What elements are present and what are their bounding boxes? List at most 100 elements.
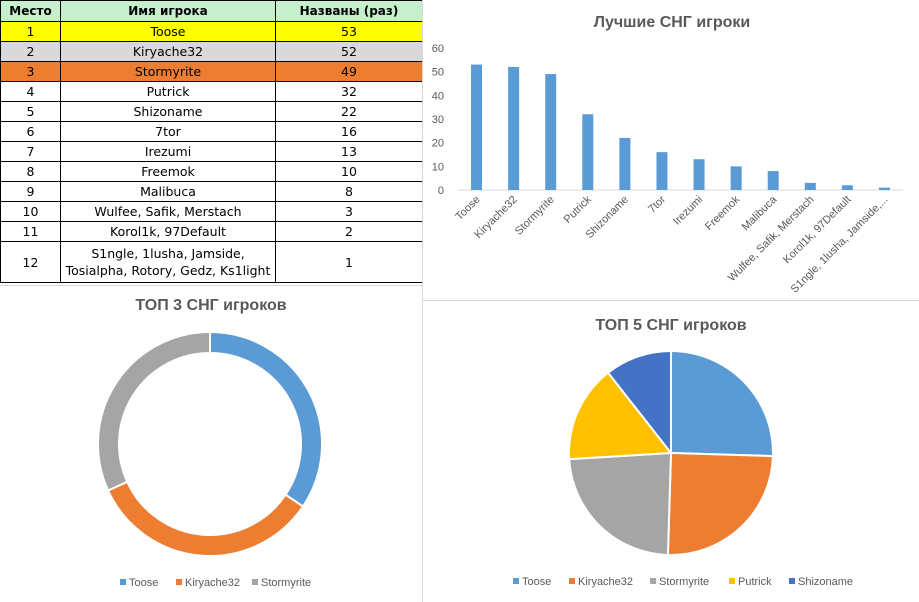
bar[interactable] [656,152,668,190]
bar[interactable] [767,171,779,190]
table-row: 4 Putrick 32 [0,81,423,102]
donut-series [97,330,323,557]
bar-chart-title: Лучшие СНГ игроки [594,14,750,31]
table-row: 5 Shizoname 22 [0,101,423,122]
bar-series [471,64,890,190]
ranking-table: Место Имя игрока Названы (раз) 1 Toose 53 2… [0,0,423,283]
pie-chart: ТОП 5 СНГ игроков Toose Kiryache32 Stormyr… [513,317,853,588]
bar-y-tick-label: 10 [432,161,444,173]
bar[interactable] [804,182,816,190]
bar[interactable] [471,64,483,190]
cell-name[interactable]: Putrick [60,81,276,102]
header-count[interactable]: Названы (раз) [275,0,423,22]
cell-count[interactable]: 8 [275,181,423,202]
table-header-row: Место Имя игрока Названы (раз) [0,0,423,22]
bar-y-axis: 0 10 20 30 40 50 60 [432,43,903,197]
cell-place[interactable]: 1 [0,21,61,42]
cell-count[interactable]: 13 [275,141,423,162]
cell-count[interactable]: 32 [275,81,423,102]
cell-place[interactable]: 6 [0,121,61,142]
cell-count[interactable]: 10 [275,161,423,182]
bar[interactable] [730,166,742,190]
pie-chart-title: ТОП 5 СНГ игроков [595,317,746,334]
header-place[interactable]: Место [0,0,61,22]
bar[interactable] [878,187,890,190]
pie-slice[interactable] [666,451,774,556]
bar-y-tick-label: 40 [432,90,444,102]
table-row: 6 7tor 16 [0,121,423,142]
donut-chart-title: ТОП 3 СНГ игроков [135,297,286,314]
cell-name[interactable]: 7tor [60,121,276,142]
legend-swatch [252,579,258,585]
cell-place[interactable]: 12 [0,241,61,283]
pie-legend: Toose Kiryache32 Stormyrite Putrick Shizonam… [513,576,853,588]
donut-legend: Toose Kiryache32 Stormyrite [120,577,311,589]
cell-name[interactable]: Shizoname [60,101,276,122]
cell-name[interactable]: Toose [60,21,276,42]
header-player-name[interactable]: Имя игрока [60,0,276,22]
cell-count[interactable]: 1 [275,241,423,283]
bar[interactable] [693,159,705,190]
cell-place[interactable]: 9 [0,181,61,202]
cell-place[interactable]: 2 [0,41,61,62]
table-row: 9 Malibuca 8 [0,181,423,202]
cell-place[interactable]: 11 [0,221,61,242]
bar-chart-panel[interactable]: Лучшие СНГ игроки 0 10 20 30 40 50 60 Toose Kir… [422,0,919,301]
donut-chart-panel[interactable]: ТОП 3 СНГ игроков Toose Kiryache32 Stormyr… [0,285,423,602]
legend-swatch [650,578,656,584]
legend-label: Kiryache32 [185,577,240,589]
cell-count[interactable]: 49 [275,61,423,82]
legend-swatch [789,578,795,584]
cell-count[interactable]: 16 [275,121,423,142]
cell-count[interactable]: 53 [275,21,423,42]
cell-place[interactable]: 5 [0,101,61,122]
bar-y-tick-label: 50 [432,67,444,79]
donut-slice[interactable] [209,330,323,508]
cell-place[interactable]: 7 [0,141,61,162]
legend-swatch [729,578,735,584]
bar-chart: Лучшие СНГ игроки 0 10 20 30 40 50 60 TooseKir… [432,14,903,296]
legend-swatch [513,578,519,584]
pie-slice[interactable] [568,371,673,461]
cell-count[interactable]: 52 [275,41,423,62]
pie-slice[interactable] [670,349,774,458]
cell-name[interactable]: Stormyrite [60,61,276,82]
cell-count[interactable]: 22 [275,101,423,122]
cell-name[interactable]: Wulfee, Safik, Merstach [60,201,276,222]
bar[interactable] [582,114,594,190]
cell-name[interactable]: Freemok [60,161,276,182]
cell-place[interactable]: 10 [0,201,61,222]
cell-place[interactable]: 8 [0,161,61,182]
cell-place[interactable]: 4 [0,81,61,102]
donut-slice[interactable] [97,330,211,492]
cell-name[interactable]: S1ngle, 1lusha, Jamside, Tosialpha, Roto… [60,241,276,283]
bar-x-tick-label: Irezumi [671,194,705,228]
table-row: 12 S1ngle, 1lusha, Jamside, Tosialpha, Ro… [0,241,423,283]
legend-label: Stormyrite [261,577,311,589]
bar[interactable] [841,185,853,190]
table-body: 1 Toose 53 2 Kiryache32 52 3 Stormyrite 49 4 Putri… [0,21,423,283]
cell-name[interactable]: Kiryache32 [60,41,276,62]
bar[interactable] [619,137,631,190]
cell-name[interactable]: Malibuca [60,181,276,202]
legend-label: Toose [522,576,551,588]
donut-chart: ТОП 3 СНГ игроков Toose Kiryache32 Stormyr… [97,297,323,589]
table-row: 2 Kiryache32 52 [0,41,423,62]
pie-chart-panel[interactable]: ТОП 5 СНГ игроков Toose Kiryache32 Stormyr… [422,300,919,602]
legend-label: Kiryache32 [578,576,633,588]
table-row: 8 Freemok 10 [0,161,423,182]
cell-place[interactable]: 3 [0,61,61,82]
bar-x-tick-label: Putrick [562,193,595,226]
donut-slice[interactable] [106,480,305,557]
table-row: 11 Korol1k, 97Default 2 [0,221,423,242]
bar[interactable] [545,74,557,190]
cell-name[interactable]: Irezumi [60,141,276,162]
legend-label: Stormyrite [659,576,709,588]
bar[interactable] [508,66,520,190]
cell-count[interactable]: 3 [275,201,423,222]
pie-slice[interactable] [606,349,672,456]
pie-slice[interactable] [568,451,673,556]
cell-name[interactable]: Korol1k, 97Default [60,221,276,242]
cell-count[interactable]: 2 [275,221,423,242]
legend-label: Shizoname [798,576,853,588]
